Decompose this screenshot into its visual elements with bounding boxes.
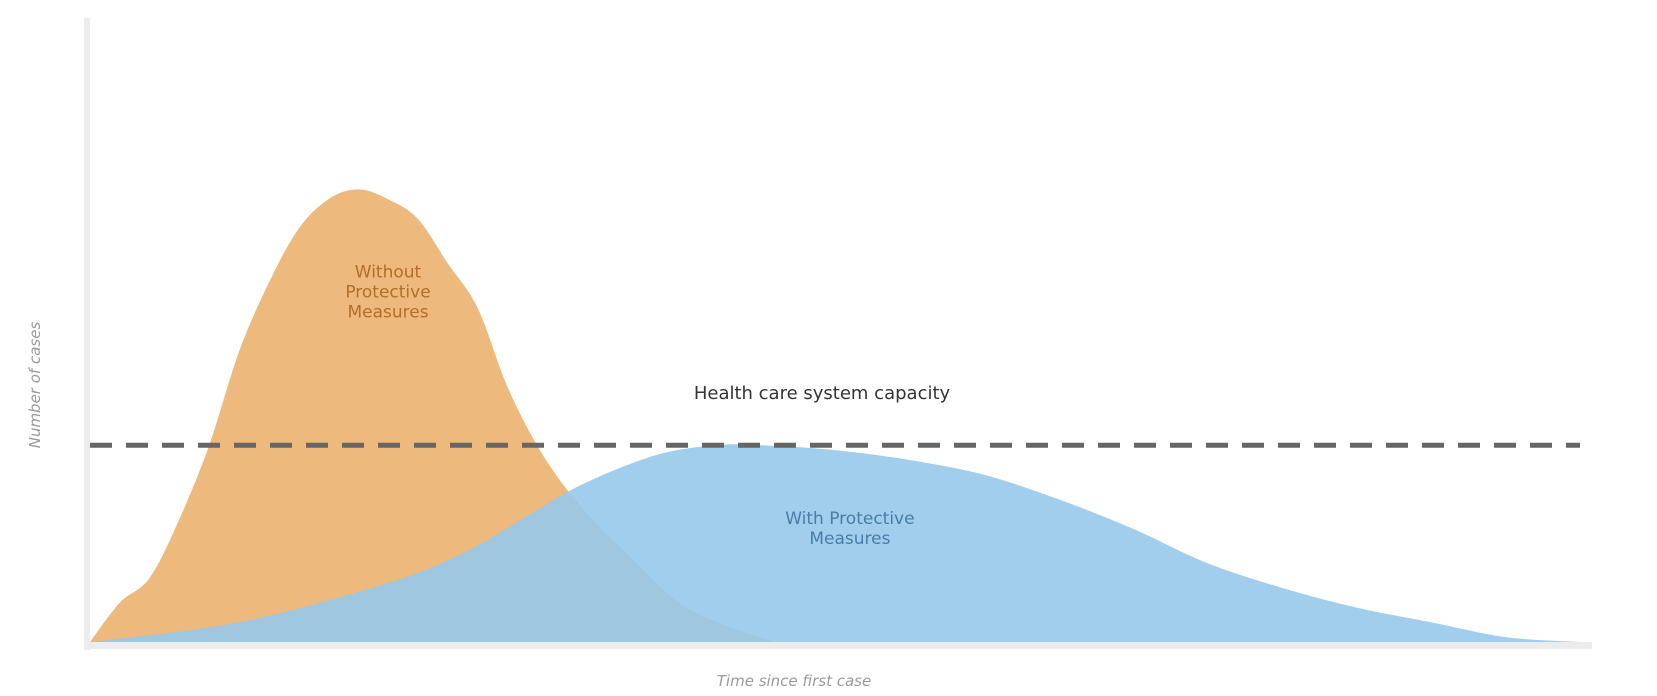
series-label-line: Protective	[345, 283, 430, 303]
series-area-1	[90, 444, 1580, 642]
series-label-line: Without	[355, 263, 422, 283]
x-axis-line	[84, 642, 1592, 649]
series-area-0	[90, 189, 776, 642]
series-label-0: Without Protective Measures	[345, 263, 430, 323]
capacity-label: Health care system capacity	[694, 383, 951, 404]
areas-layer	[90, 189, 1580, 642]
series-label-line: Measures	[347, 303, 428, 323]
series-label-line: With Protective	[785, 509, 914, 529]
y-axis-title: Number of cases	[26, 322, 44, 449]
series-label-1: With Protective Measures	[785, 509, 914, 549]
series-label-line: Measures	[809, 529, 890, 549]
x-axis-title: Time since first case	[717, 672, 871, 690]
y-axis-line	[84, 18, 90, 650]
